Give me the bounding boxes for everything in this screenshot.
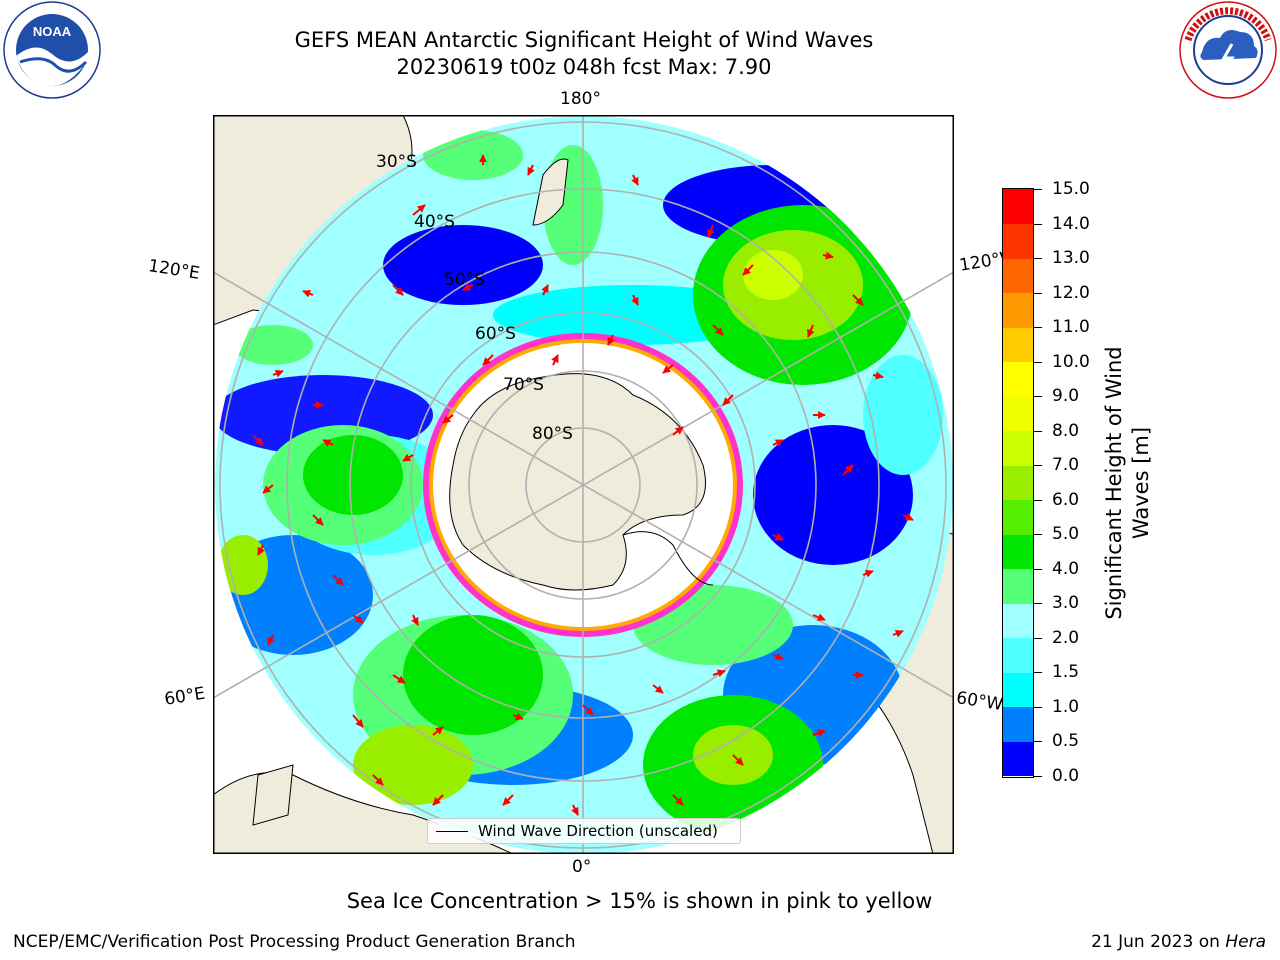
colorbar-tick-label: 14.0 bbox=[1052, 213, 1090, 234]
colorbar-label-line1: Significant Height of Wind bbox=[1102, 346, 1126, 620]
colorbar-tick-mark bbox=[1034, 637, 1042, 639]
colorbar-tick-mark bbox=[1034, 258, 1042, 260]
legend-line-sample bbox=[436, 831, 468, 832]
legend-label: Wind Wave Direction (unscaled) bbox=[478, 822, 718, 840]
colorbar-tick-mark bbox=[1034, 223, 1042, 225]
colorbar-tick-mark bbox=[1034, 292, 1042, 294]
colorbar-segment bbox=[1003, 223, 1033, 259]
colorbar-tick-label: 10.0 bbox=[1052, 351, 1090, 372]
colorbar-tick-label: 13.0 bbox=[1052, 248, 1090, 269]
footer-date: 21 Jun 2023 on Hera bbox=[1091, 932, 1266, 952]
colorbar-tick-mark bbox=[1034, 568, 1042, 570]
colorbar-segment bbox=[1003, 292, 1033, 328]
wind-wave-arrows bbox=[252, 154, 914, 816]
lon-label-120e: 120°E bbox=[146, 256, 202, 284]
lat-label-80s: 80°S bbox=[532, 424, 573, 444]
chart-title: GEFS MEAN Antarctic Significant Height o… bbox=[294, 28, 874, 52]
colorbar-segment bbox=[1003, 534, 1033, 570]
colorbar-segment bbox=[1003, 568, 1033, 604]
colorbar-tick-label: 15.0 bbox=[1052, 179, 1090, 199]
colorbar-tick-mark bbox=[1034, 499, 1042, 501]
graticule bbox=[212, 115, 955, 854]
madagascar-landmass bbox=[252, 764, 294, 826]
colorbar-segment bbox=[1003, 741, 1033, 777]
colorbar-tick-mark bbox=[1034, 396, 1042, 398]
colorbar-segment bbox=[1003, 603, 1033, 639]
lat-label-60s: 60°S bbox=[475, 324, 516, 344]
colorbar-tick-mark bbox=[1034, 706, 1042, 708]
map-panel bbox=[212, 114, 955, 855]
lon-label-60e: 60°E bbox=[163, 683, 207, 710]
colorbar-tick-label: 1.5 bbox=[1052, 662, 1080, 683]
lat-label-50s: 50°S bbox=[444, 270, 485, 290]
colorbar-tick-mark bbox=[1034, 189, 1042, 190]
chart-subtitle: 20230619 t00z 048h fcst Max: 7.90 bbox=[396, 55, 772, 79]
lat-label-40s: 40°S bbox=[414, 212, 455, 232]
noaa-logo-text: NOAA bbox=[33, 24, 72, 39]
colorbar-tick-label: 1.0 bbox=[1052, 696, 1080, 717]
colorbar-segment bbox=[1003, 361, 1033, 397]
colorbar-segment bbox=[1003, 430, 1033, 466]
colorbar-segment bbox=[1003, 465, 1033, 501]
colorbar-tick-label: 6.0 bbox=[1052, 489, 1080, 510]
lon-label-60w: 60°W bbox=[954, 688, 1005, 716]
wave-height-field bbox=[215, 130, 943, 835]
colorbar-tick-mark bbox=[1034, 327, 1042, 329]
colorbar-tick-label: 2.0 bbox=[1052, 627, 1080, 648]
colorbar-tick-label: 7.0 bbox=[1052, 455, 1080, 476]
colorbar-segment bbox=[1003, 258, 1033, 294]
colorbar-ticks: 0.0 0.5 1.0 1.5 2.0 3.0 4.0 5.0 6.0 7.0 8.0 9.0 10.0… bbox=[1034, 179, 1114, 786]
national-weather-service-logo bbox=[1179, 1, 1277, 99]
footer-date-text: 21 Jun 2023 on bbox=[1091, 932, 1226, 952]
lon-label-180: 180° bbox=[560, 89, 601, 109]
colorbar-segment bbox=[1003, 327, 1033, 363]
colorbar-tick-mark bbox=[1034, 672, 1042, 674]
map-svg bbox=[212, 114, 955, 855]
lat-label-30s: 30°S bbox=[376, 152, 417, 172]
colorbar-tick-mark bbox=[1034, 465, 1042, 467]
colorbar-tick-mark bbox=[1034, 534, 1042, 536]
colorbar-tick-mark bbox=[1034, 776, 1042, 777]
colorbar-segment bbox=[1003, 499, 1033, 535]
colorbar-tick-label: 12.0 bbox=[1052, 282, 1090, 303]
sea-ice-note: Sea Ice Concentration > 15% is shown in … bbox=[346, 889, 933, 913]
colorbar-tick-mark bbox=[1034, 741, 1042, 743]
colorbar bbox=[1002, 188, 1034, 778]
colorbar-segment bbox=[1003, 637, 1033, 673]
colorbar-tick-mark bbox=[1034, 603, 1042, 605]
colorbar-segment bbox=[1003, 672, 1033, 708]
footer-credit: NCEP/EMC/Verification Post Processing Pr… bbox=[13, 932, 576, 952]
colorbar-tick-label: 9.0 bbox=[1052, 386, 1080, 407]
colorbar-tick-label: 0.5 bbox=[1052, 731, 1080, 752]
lon-label-0: 0° bbox=[572, 857, 592, 877]
colorbar-tick-label: 0.0 bbox=[1052, 766, 1080, 786]
new-zealand-landmass bbox=[532, 158, 569, 226]
colorbar-segment bbox=[1003, 396, 1033, 432]
colorbar-tick-mark bbox=[1034, 361, 1042, 363]
noaa-logo: NOAA bbox=[3, 1, 101, 99]
map-legend: Wind Wave Direction (unscaled) bbox=[427, 818, 741, 844]
colorbar-tick-label: 5.0 bbox=[1052, 524, 1080, 545]
colorbar-tick-label: 3.0 bbox=[1052, 593, 1080, 614]
colorbar-segment bbox=[1003, 189, 1033, 225]
colorbar-tick-label: 11.0 bbox=[1052, 317, 1090, 338]
footer-machine: Hera bbox=[1225, 932, 1266, 952]
lat-label-70s: 70°S bbox=[503, 375, 544, 395]
colorbar-tick-mark bbox=[1034, 430, 1042, 432]
colorbar-tick-label: 4.0 bbox=[1052, 558, 1080, 579]
colorbar-segment bbox=[1003, 706, 1033, 742]
colorbar-tick-label: 8.0 bbox=[1052, 420, 1080, 441]
colorbar-label-line2: Waves [m] bbox=[1129, 426, 1153, 540]
